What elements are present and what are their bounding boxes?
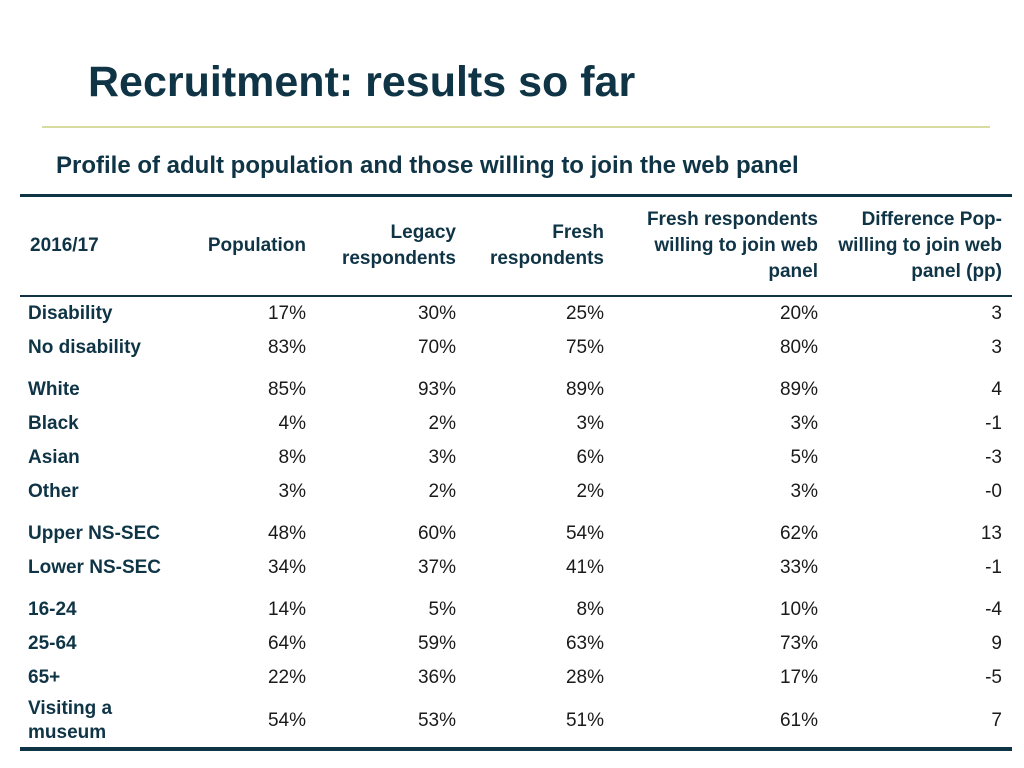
cell-legacy: 53%: [417, 710, 456, 731]
cell-population: 4%: [278, 413, 306, 434]
row-label: White: [28, 379, 80, 400]
cell-fresh: 89%: [565, 379, 604, 400]
cell-fresh: 25%: [565, 303, 604, 324]
row-label: Lower NS-SEC: [28, 557, 162, 578]
cell-fresh: 41%: [565, 557, 604, 578]
row-label: No disability: [28, 337, 141, 358]
row-label: Other: [28, 481, 79, 502]
cell-fresh-willing: 17%: [779, 667, 818, 688]
table-header-row: 2016/17 Population Legacy respondents Fr…: [20, 195, 1012, 296]
table-row: Upper NS-SEC 48% 60% 54% 62% 13: [20, 509, 1012, 551]
cell-population: 85%: [267, 379, 306, 400]
header-legacy-respondents: Legacy respondents: [341, 222, 456, 269]
cell-legacy: 36%: [417, 667, 456, 688]
row-label: Visiting a museum: [28, 698, 113, 743]
cell-fresh: 51%: [565, 710, 604, 731]
table-subtitle: Profile of adult population and those wi…: [56, 152, 799, 179]
cell-difference: 3: [991, 337, 1002, 358]
header-population: Population: [207, 235, 306, 256]
cell-population: 22%: [267, 667, 306, 688]
cell-difference: 13: [980, 523, 1002, 544]
cell-fresh-willing: 20%: [779, 303, 818, 324]
table-row: Black 4% 2% 3% 3% -1: [20, 407, 1012, 441]
cell-fresh: 3%: [576, 413, 604, 434]
row-label: 25-64: [28, 633, 77, 654]
cell-difference: -4: [985, 599, 1002, 620]
cell-difference: 4: [991, 379, 1002, 400]
table-row: Other 3% 2% 2% 3% -0: [20, 475, 1012, 509]
row-label: Disability: [28, 303, 113, 324]
table-row: Visiting a museum 54% 53% 51% 61% 7: [20, 695, 1012, 749]
cell-fresh-willing: 3%: [790, 481, 818, 502]
cell-legacy: 5%: [428, 599, 456, 620]
row-label: Asian: [28, 447, 80, 468]
cell-legacy: 37%: [417, 557, 456, 578]
cell-difference: -3: [985, 447, 1002, 468]
header-difference: Difference Pop-willing to join web panel…: [838, 209, 1002, 282]
cell-population: 8%: [278, 447, 306, 468]
cell-population: 14%: [267, 599, 306, 620]
table-row: Disability 17% 30% 25% 20% 3: [20, 296, 1012, 331]
cell-population: 3%: [278, 481, 306, 502]
row-label: Black: [28, 413, 79, 434]
cell-fresh: 63%: [565, 633, 604, 654]
table-row: 25-64 64% 59% 63% 73% 9: [20, 627, 1012, 661]
cell-difference: -0: [985, 481, 1002, 502]
table-row: Asian 8% 3% 6% 5% -3: [20, 441, 1012, 475]
cell-population: 48%: [267, 523, 306, 544]
results-table: 2016/17 Population Legacy respondents Fr…: [20, 194, 1012, 751]
cell-fresh-willing: 62%: [779, 523, 818, 544]
cell-legacy: 70%: [417, 337, 456, 358]
cell-difference: 3: [991, 303, 1002, 324]
cell-population: 64%: [267, 633, 306, 654]
cell-difference: -1: [985, 413, 1002, 434]
cell-fresh-willing: 5%: [790, 447, 818, 468]
row-label: 16-24: [28, 599, 77, 620]
cell-legacy: 59%: [417, 633, 456, 654]
table-row: White 85% 93% 89% 89% 4: [20, 365, 1012, 407]
cell-fresh: 2%: [576, 481, 604, 502]
cell-legacy: 60%: [417, 523, 456, 544]
cell-legacy: 30%: [417, 303, 456, 324]
row-label: 65+: [28, 667, 61, 688]
cell-fresh-willing: 3%: [790, 413, 818, 434]
cell-population: 34%: [267, 557, 306, 578]
title-divider: [42, 126, 990, 128]
cell-fresh: 6%: [576, 447, 604, 468]
cell-fresh: 75%: [565, 337, 604, 358]
header-fresh-respondents: Fresh respondents: [489, 222, 604, 269]
cell-population: 17%: [267, 303, 306, 324]
cell-population: 83%: [267, 337, 306, 358]
cell-fresh-willing: 89%: [779, 379, 818, 400]
table-row: No disability 83% 70% 75% 80% 3: [20, 331, 1012, 365]
cell-legacy: 2%: [428, 481, 456, 502]
cell-fresh: 8%: [576, 599, 604, 620]
cell-legacy: 2%: [428, 413, 456, 434]
header-year: 2016/17: [30, 235, 99, 256]
table-row: Lower NS-SEC 34% 37% 41% 33% -1: [20, 551, 1012, 585]
cell-difference: -5: [985, 667, 1002, 688]
table-row: 65+ 22% 36% 28% 17% -5: [20, 661, 1012, 695]
cell-fresh: 54%: [565, 523, 604, 544]
cell-difference: 9: [991, 633, 1002, 654]
cell-fresh-willing: 10%: [779, 599, 818, 620]
header-fresh-willing: Fresh respondents willing to join web pa…: [646, 209, 818, 282]
cell-difference: -1: [985, 557, 1002, 578]
slide-title: Recruitment: results so far: [88, 58, 636, 106]
cell-fresh: 28%: [565, 667, 604, 688]
cell-fresh-willing: 33%: [779, 557, 818, 578]
row-label: Upper NS-SEC: [28, 523, 160, 544]
table-row: 16-24 14% 5% 8% 10% -4: [20, 585, 1012, 627]
cell-fresh-willing: 80%: [779, 337, 818, 358]
results-table-container: 2016/17 Population Legacy respondents Fr…: [20, 194, 1012, 751]
cell-fresh-willing: 73%: [779, 633, 818, 654]
cell-population: 54%: [267, 710, 306, 731]
cell-legacy: 93%: [417, 379, 456, 400]
cell-difference: 7: [991, 710, 1002, 731]
cell-legacy: 3%: [428, 447, 456, 468]
cell-fresh-willing: 61%: [779, 710, 818, 731]
